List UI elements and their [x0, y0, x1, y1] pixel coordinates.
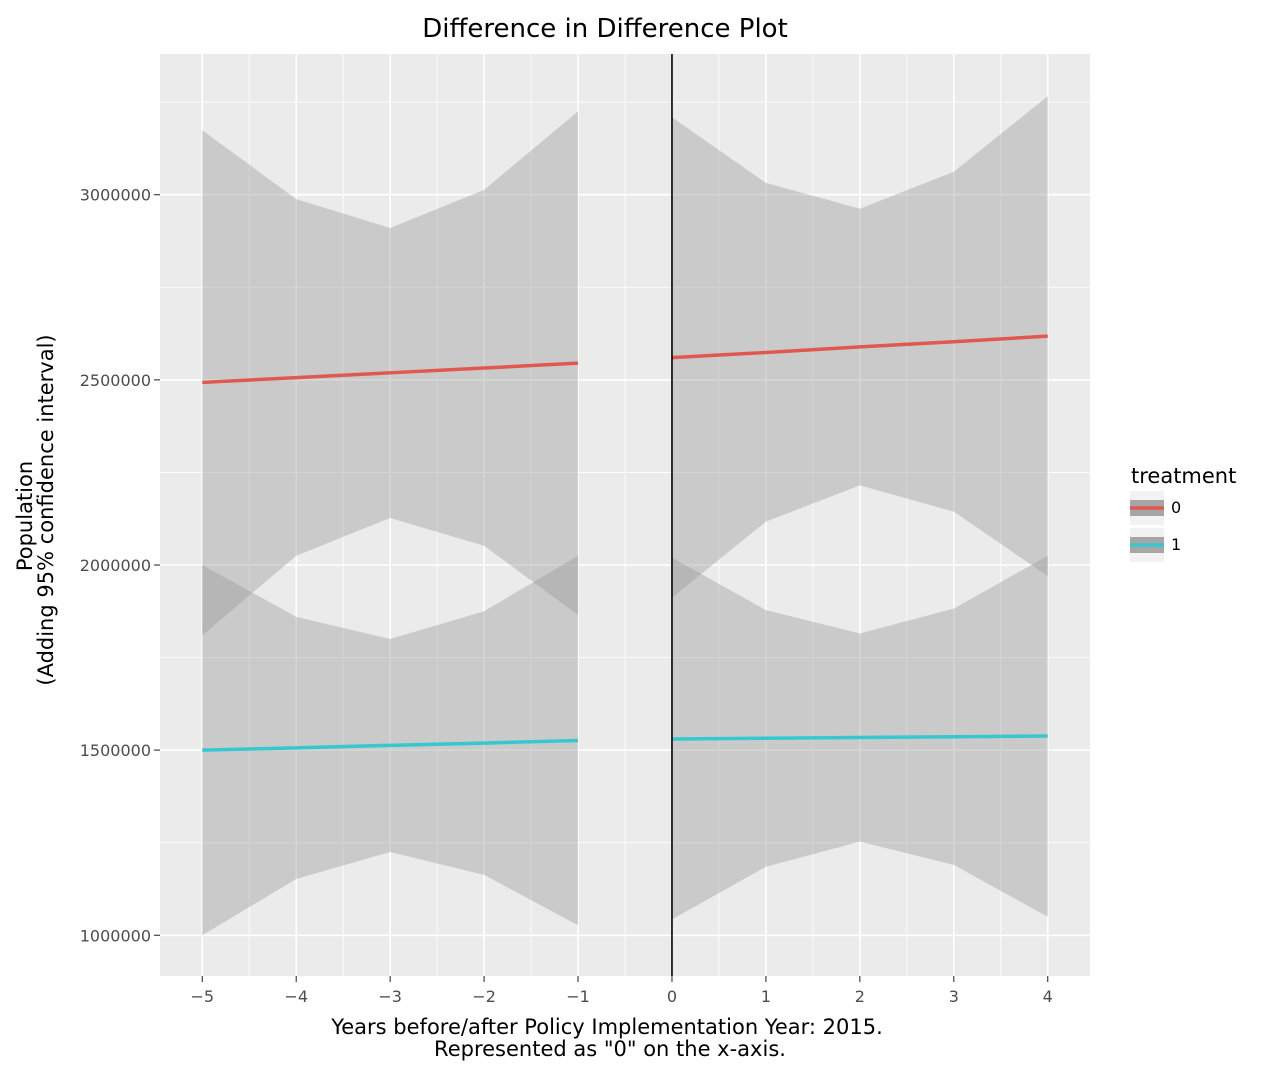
legend-label-0: 0	[1171, 498, 1181, 517]
legend: treatment 0 1	[1130, 464, 1236, 562]
x-tick-label: −2	[472, 987, 496, 1006]
y-tick-label: 1500000	[80, 741, 151, 760]
y-axis-ticks: 1000000 1500000 2000000 2500000 3000000	[80, 186, 160, 945]
x-tick-label: 4	[1043, 987, 1053, 1006]
y-tick-label: 3000000	[80, 186, 151, 205]
series-line-0-segment-1	[671, 334, 1048, 360]
chart-title: Difference in Difference Plot	[422, 14, 788, 44]
x-tick-label: −1	[566, 987, 590, 1006]
series-line-0-segment-0	[202, 361, 579, 385]
y-axis-title-line2: (Adding 95% confidence interval)	[34, 334, 58, 685]
x-tick-label: −3	[378, 987, 402, 1006]
y-tick-label: 1000000	[80, 926, 151, 945]
legend-item-1: 1	[1130, 528, 1181, 562]
x-axis-ticks: −5 −4 −3 −2 −1 0 1 2 3 4	[190, 976, 1053, 1006]
y-tick-label: 2500000	[80, 371, 151, 390]
legend-label-1: 1	[1171, 535, 1181, 554]
x-axis-title-line2: Represented as "0" on the x-axis.	[434, 1037, 786, 1061]
x-tick-label: 0	[667, 987, 677, 1006]
x-tick-label: −4	[284, 987, 308, 1006]
x-tick-label: −5	[190, 987, 214, 1006]
legend-item-0: 0	[1130, 491, 1181, 525]
x-axis-title-line1: Years before/after Policy Implementation…	[330, 1015, 883, 1039]
y-axis-title-line1: Population	[13, 461, 37, 571]
legend-title: treatment	[1131, 464, 1236, 488]
x-tick-label: 3	[949, 987, 959, 1006]
y-tick-label: 2000000	[80, 556, 151, 575]
x-tick-label: 1	[761, 987, 771, 1006]
series-line-1-segment-0	[202, 738, 579, 752]
series-line-1-segment-1	[671, 734, 1048, 741]
series-line-layer	[202, 334, 1048, 752]
x-tick-label: 2	[855, 987, 865, 1006]
